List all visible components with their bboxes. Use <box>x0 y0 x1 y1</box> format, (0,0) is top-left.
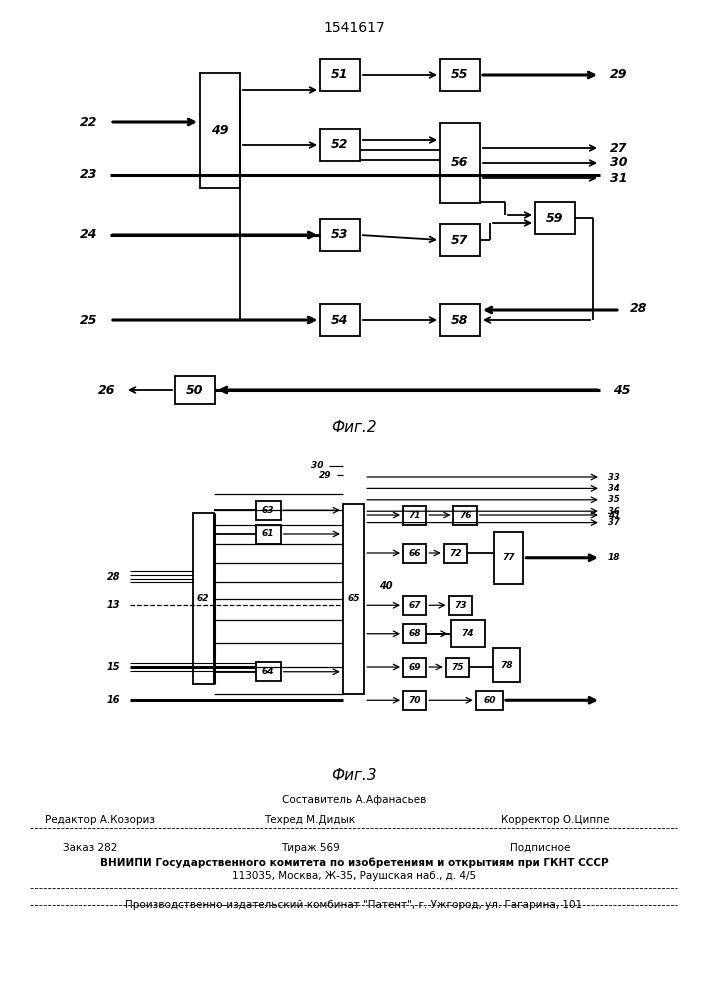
Text: 34: 34 <box>608 484 619 493</box>
Bar <box>403 658 426 676</box>
Bar <box>343 504 364 694</box>
Text: 67: 67 <box>409 601 421 610</box>
Bar <box>440 224 480 256</box>
Text: 62: 62 <box>197 594 209 603</box>
Text: Техред М.Дидык: Техред М.Дидык <box>264 815 356 825</box>
Bar <box>320 304 360 336</box>
Bar <box>450 620 486 647</box>
Bar <box>255 524 281 544</box>
Bar <box>445 658 469 676</box>
Text: 30: 30 <box>610 156 628 169</box>
Text: 29: 29 <box>610 68 628 82</box>
Text: 41: 41 <box>608 510 621 520</box>
Text: 26: 26 <box>98 383 115 396</box>
Text: Фиг.2: Фиг.2 <box>331 420 377 436</box>
Text: Редактор А.Козориз: Редактор А.Козориз <box>45 815 155 825</box>
Bar <box>403 544 426 562</box>
Text: 58: 58 <box>451 314 469 326</box>
Text: 74: 74 <box>462 629 474 638</box>
Text: 28: 28 <box>107 572 120 582</box>
Text: 50: 50 <box>186 383 204 396</box>
Text: Заказ 282: Заказ 282 <box>63 843 117 853</box>
Text: 23: 23 <box>79 168 97 182</box>
Bar <box>535 202 575 234</box>
Text: 15: 15 <box>107 662 120 672</box>
Bar <box>403 691 426 710</box>
Text: 73: 73 <box>454 601 467 610</box>
Text: 77: 77 <box>503 553 515 562</box>
Text: 65: 65 <box>347 594 360 603</box>
Text: 55: 55 <box>451 68 469 82</box>
Bar <box>493 648 520 682</box>
Text: 56: 56 <box>451 156 469 169</box>
Bar <box>440 123 480 203</box>
Text: 71: 71 <box>409 510 421 520</box>
Text: 53: 53 <box>332 229 349 241</box>
Bar <box>453 506 477 524</box>
Text: 60: 60 <box>483 696 496 705</box>
Bar <box>320 59 360 91</box>
Text: 52: 52 <box>332 138 349 151</box>
Bar <box>192 513 214 684</box>
Bar <box>255 501 281 520</box>
Text: 113035, Москва, Ж-35, Раушская наб., д. 4/5: 113035, Москва, Ж-35, Раушская наб., д. … <box>232 871 476 881</box>
Bar <box>444 544 467 562</box>
Bar <box>440 59 480 91</box>
Text: Производственно-издательский комбинат "Патент", г. Ужгород, ул. Гагарина, 101: Производственно-издательский комбинат "П… <box>125 900 583 910</box>
Text: 70: 70 <box>409 696 421 705</box>
Text: 54: 54 <box>332 314 349 326</box>
Text: 66: 66 <box>409 548 421 558</box>
Text: Составитель А.Афанасьев: Составитель А.Афанасьев <box>282 795 426 805</box>
Text: Корректор О.Циппе: Корректор О.Циппе <box>501 815 609 825</box>
Text: 18: 18 <box>608 553 621 562</box>
Bar <box>403 506 426 524</box>
Text: 16: 16 <box>107 695 120 705</box>
Text: 13: 13 <box>107 600 120 610</box>
Text: 51: 51 <box>332 68 349 82</box>
Text: 28: 28 <box>630 302 648 314</box>
Text: 76: 76 <box>459 510 472 520</box>
Text: Тираж 569: Тираж 569 <box>281 843 339 853</box>
Text: 63: 63 <box>262 506 274 515</box>
Text: 30: 30 <box>311 461 323 470</box>
Text: 36: 36 <box>608 507 619 516</box>
Text: 35: 35 <box>608 495 619 504</box>
Bar <box>403 624 426 643</box>
Text: 68: 68 <box>409 629 421 638</box>
Text: 27: 27 <box>610 141 628 154</box>
Text: Подписное: Подписное <box>510 843 570 853</box>
Bar <box>200 73 240 188</box>
Text: 33: 33 <box>608 473 619 482</box>
Text: 37: 37 <box>608 518 619 527</box>
Text: 61: 61 <box>262 530 274 538</box>
Text: 24: 24 <box>79 229 97 241</box>
Text: 75: 75 <box>451 662 464 672</box>
Text: 29: 29 <box>319 471 331 480</box>
Text: Фиг.3: Фиг.3 <box>331 768 377 782</box>
Text: 59: 59 <box>547 212 563 225</box>
Bar <box>476 691 503 710</box>
Text: 31: 31 <box>610 172 628 184</box>
Text: 1541617: 1541617 <box>323 21 385 35</box>
Text: 69: 69 <box>409 662 421 672</box>
Bar <box>403 596 426 615</box>
Bar <box>494 532 523 584</box>
Bar <box>440 304 480 336</box>
Text: 64: 64 <box>262 667 274 676</box>
Bar <box>175 376 215 404</box>
Text: 22: 22 <box>79 115 97 128</box>
Text: 45: 45 <box>613 383 631 396</box>
Text: 25: 25 <box>79 314 97 326</box>
Bar <box>449 596 472 615</box>
Text: 78: 78 <box>501 661 513 670</box>
Text: 40: 40 <box>379 581 392 591</box>
Bar <box>320 219 360 251</box>
Text: 49: 49 <box>211 123 229 136</box>
Text: 57: 57 <box>451 233 469 246</box>
Text: ВНИИПИ Государственного комитета по изобретениям и открытиям при ГКНТ СССР: ВНИИПИ Государственного комитета по изоб… <box>100 858 608 868</box>
Bar <box>320 129 360 161</box>
Text: 72: 72 <box>449 548 462 558</box>
Bar <box>255 662 281 681</box>
